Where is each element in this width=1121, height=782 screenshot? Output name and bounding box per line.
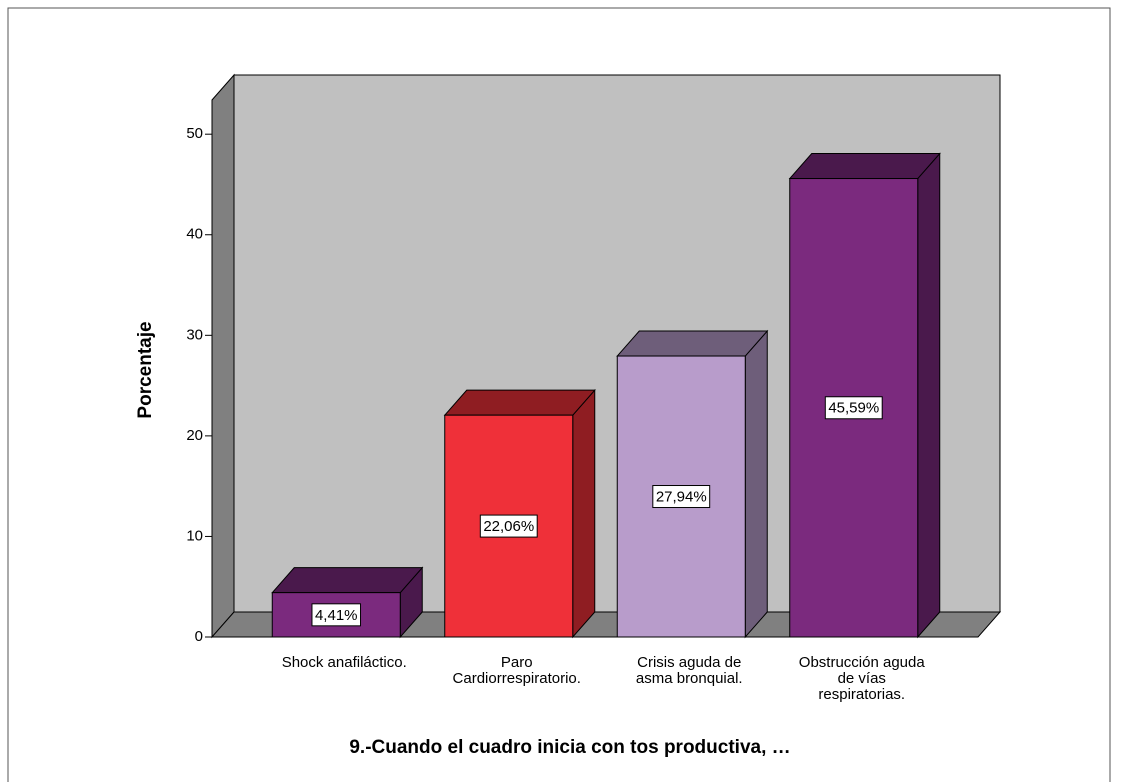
bar-top — [271, 567, 424, 594]
y-tick-label: 20 — [186, 427, 203, 444]
y-tick-label: 40 — [186, 226, 203, 243]
x-tick-label: Shock anafiláctico. — [282, 654, 407, 671]
x-axis-label: 9.-Cuando el cuadro inicia con tos produ… — [349, 737, 790, 758]
y-tick-label: 10 — [186, 527, 203, 544]
bar-side — [917, 152, 941, 639]
bar-side — [572, 388, 596, 639]
y-tick-label: 0 — [195, 628, 203, 645]
y-tick-label: 30 — [186, 326, 203, 343]
value-label-box — [479, 514, 538, 538]
bar-top — [616, 330, 769, 357]
value-label-box — [652, 485, 711, 509]
x-tick-label: Obstrucción aguda de vías respiratorias. — [799, 654, 926, 703]
value-label: 27,94% — [656, 488, 707, 505]
x-tick-label: Crisis aguda de asma bronquial. — [636, 654, 743, 687]
y-tick-label: 50 — [186, 125, 203, 142]
bar-top — [788, 153, 941, 180]
bar-top — [443, 389, 596, 416]
value-label: 45,59% — [828, 400, 879, 417]
value-label-box — [824, 396, 883, 420]
value-label: 4,41% — [315, 607, 358, 624]
value-label: 22,06% — [483, 518, 534, 535]
left-wall — [211, 73, 235, 639]
value-label-box — [311, 603, 362, 627]
x-tick-label: Paro Cardiorrespiratorio. — [453, 654, 581, 687]
bar-side — [744, 329, 768, 639]
y-axis-label: Porcentaje — [135, 321, 156, 418]
